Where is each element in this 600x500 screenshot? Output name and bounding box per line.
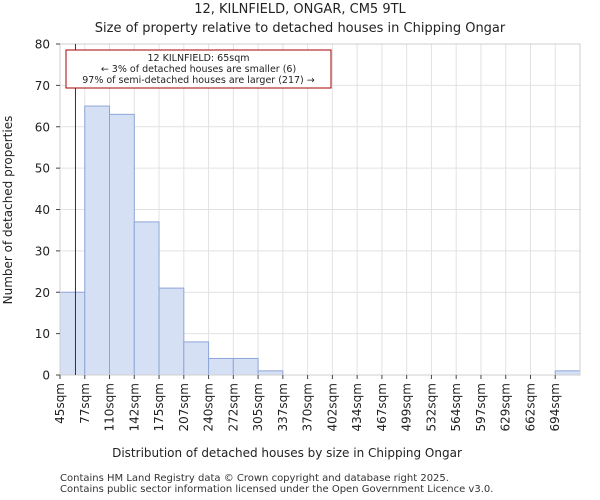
- y-tick-label: 40: [35, 203, 50, 217]
- x-tick-label: 694sqm: [548, 383, 562, 431]
- y-tick-label: 0: [42, 369, 50, 383]
- x-tick-label: 142sqm: [127, 383, 141, 431]
- annotation-line-larger: 97% of semi-detached houses are larger (…: [82, 75, 315, 86]
- x-tick-label: 207sqm: [177, 383, 191, 431]
- x-axis-ticks: 45sqm 77sqm 110sqm 142sqm 175sqm 207sqm 240sqm…: [53, 375, 562, 431]
- x-tick-label: 77sqm: [78, 383, 92, 424]
- y-tick-label: 30: [35, 244, 50, 258]
- chart-title: 12, KILNFIELD, ONGAR, CM5 9TL: [194, 2, 406, 17]
- footer-copyright: Contains HM Land Registry data © Crown c…: [60, 473, 449, 484]
- x-tick-label: 370sqm: [301, 383, 315, 431]
- x-tick-label: 597sqm: [474, 383, 488, 431]
- bars: [59, 105, 581, 376]
- x-tick-label: 467sqm: [375, 383, 389, 431]
- bar-272sqm: [232, 357, 259, 376]
- annotation-box: 12 KILNFIELD: 65sqm ← 3% of detached hou…: [65, 49, 332, 89]
- y-axis-ticks: 0 10 20 30 40 50 60 70 80: [35, 38, 60, 383]
- bar-175sqm: [158, 287, 185, 376]
- x-tick-label: 175sqm: [152, 383, 166, 431]
- x-tick-label: 629sqm: [499, 383, 513, 431]
- x-tick-label: 45sqm: [53, 383, 67, 424]
- x-tick-label: 434sqm: [350, 383, 364, 431]
- footer-licence: Contains public sector information licen…: [60, 484, 494, 495]
- y-tick-label: 80: [35, 38, 50, 52]
- x-tick-label: 272sqm: [226, 383, 240, 431]
- x-tick-label: 305sqm: [251, 383, 265, 431]
- bar-142sqm: [133, 221, 160, 376]
- y-tick-label: 70: [35, 79, 50, 93]
- annotation-line-smaller: ← 3% of detached houses are smaller (6): [101, 64, 296, 75]
- x-tick-label: 662sqm: [523, 383, 537, 431]
- bar-110sqm: [109, 113, 135, 376]
- x-tick-label: 240sqm: [202, 383, 216, 431]
- bar-694sqm: [554, 370, 581, 376]
- x-axis-label: Distribution of detached houses by size …: [112, 446, 462, 460]
- x-tick-label: 402sqm: [325, 383, 339, 431]
- bar-305sqm: [257, 370, 284, 376]
- x-tick-label: 532sqm: [424, 383, 438, 431]
- x-tick-label: 337sqm: [276, 383, 290, 431]
- y-tick-label: 60: [35, 120, 50, 134]
- y-tick-label: 50: [35, 162, 50, 176]
- chart-subtitle: Size of property relative to detached ho…: [95, 21, 506, 36]
- x-tick-label: 110sqm: [103, 383, 117, 431]
- y-tick-label: 20: [35, 286, 50, 300]
- x-tick-label: 564sqm: [449, 383, 463, 431]
- y-axis-label: Number of detached properties: [1, 116, 15, 305]
- bar-207sqm: [183, 341, 210, 376]
- bar-240sqm: [208, 357, 234, 376]
- bar-77sqm: [84, 105, 111, 376]
- annotation-line-title: 12 KILNFIELD: 65sqm: [148, 53, 250, 64]
- bar-45sqm: [59, 291, 86, 376]
- y-tick-label: 10: [35, 327, 50, 341]
- x-tick-label: 499sqm: [400, 383, 414, 431]
